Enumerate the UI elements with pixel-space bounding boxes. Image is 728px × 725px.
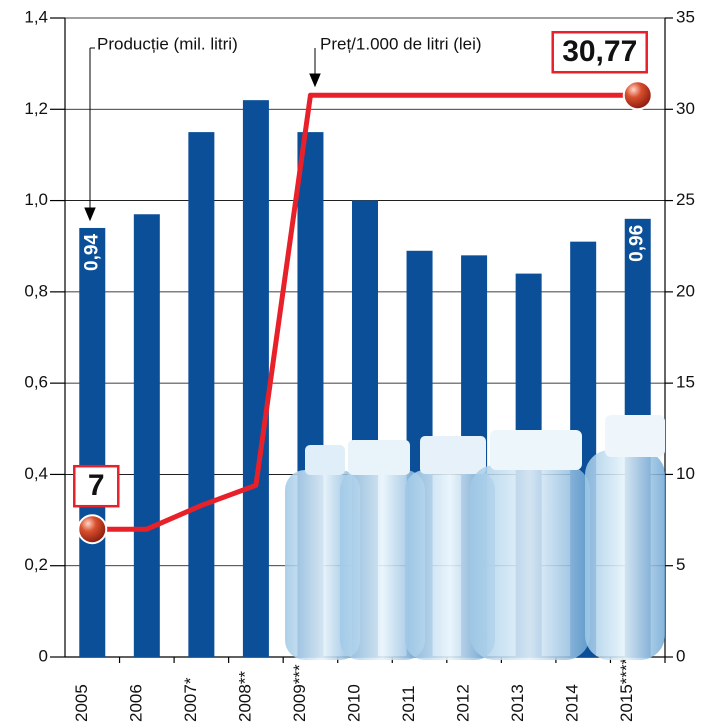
- callout-box: [73, 464, 120, 508]
- x-tick-label: 2013: [508, 684, 527, 722]
- y-tick-label: 0,8: [24, 281, 48, 300]
- y-tick-label: 0,2: [24, 555, 48, 574]
- callout-label: 30,77: [562, 35, 637, 68]
- y-tick-label: 1,0: [24, 190, 48, 209]
- y2-tick-label: 10: [676, 464, 695, 483]
- callout-label: 7: [88, 469, 105, 502]
- x-tick-label: 2008**: [235, 671, 254, 722]
- y2-tick-label: 35: [676, 7, 695, 26]
- x-tick-label: 2005: [72, 684, 91, 722]
- value-label: 0,96: [627, 225, 648, 262]
- annotation: Preț/1.000 de litri (lei): [320, 34, 482, 53]
- y-tick-label: 0,4: [24, 464, 48, 483]
- y-tick-label: 0: [39, 646, 48, 665]
- callout-box: [551, 30, 648, 74]
- y2-tick-label: 15: [676, 373, 695, 392]
- y2-tick-label: 20: [676, 281, 695, 300]
- y2-tick-label: 25: [676, 190, 695, 209]
- x-tick-label: 2014: [563, 684, 582, 722]
- x-tick-label: 2006: [126, 684, 145, 722]
- annotation: Producție (mil. litri): [97, 34, 238, 53]
- y2-tick-label: 5: [676, 555, 685, 574]
- x-tick-label: 2015****: [617, 657, 636, 722]
- value-label: 0,94: [81, 234, 102, 271]
- point-marker: [622, 80, 653, 111]
- annotation-arrows: [84, 47, 321, 222]
- bar: [188, 132, 215, 657]
- bar: [79, 227, 106, 657]
- bar: [242, 100, 269, 657]
- y-tick-label: 0,6: [24, 373, 48, 392]
- line: [92, 92, 638, 532]
- point-marker: [77, 514, 108, 545]
- y-tick-label: 1,2: [24, 99, 48, 118]
- y2-tick-label: 0: [676, 646, 685, 665]
- bottles-photo: [285, 415, 665, 660]
- x-tick-label: 2012: [454, 684, 473, 722]
- x-tick-label: 2007*: [181, 677, 200, 722]
- x-tick-label: 2011: [399, 685, 418, 722]
- x-tick-label: 2010: [344, 684, 363, 722]
- bar: [133, 214, 160, 657]
- y-tick-label: 1,4: [24, 7, 48, 26]
- x-tick-label: 2009***: [290, 664, 309, 722]
- y2-tick-label: 30: [676, 99, 695, 118]
